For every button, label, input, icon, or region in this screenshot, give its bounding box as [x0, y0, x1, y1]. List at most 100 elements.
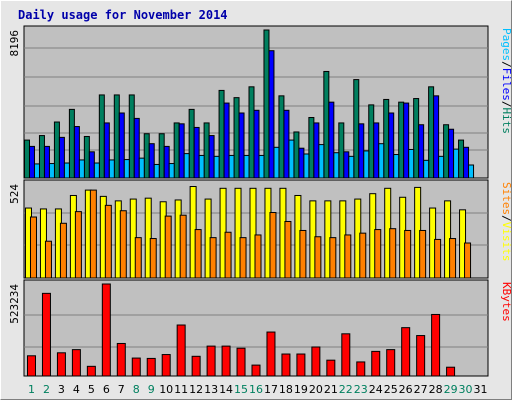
bar-kbytes-day-3	[56, 352, 66, 377]
x-tick-label: 17	[264, 383, 278, 396]
bar-pages-day-14	[228, 154, 235, 179]
bar-hits-day-8	[128, 94, 135, 179]
x-tick-label: 4	[73, 383, 80, 396]
bar-hits-day-23	[353, 79, 360, 179]
bar-files-day-18	[283, 109, 290, 179]
x-tick-label: 24	[369, 383, 383, 396]
bar-kbytes-day-9	[146, 357, 156, 377]
bar-sites-day-19	[299, 229, 307, 279]
bar-sites-day-6	[104, 204, 112, 279]
bar-files-day-30	[463, 146, 470, 179]
bar-kbytes-day-23	[356, 361, 366, 377]
bar-hits-day-29	[443, 124, 450, 179]
bar-pages-day-12	[198, 154, 205, 179]
bar-hits-day-3	[53, 121, 60, 179]
bar-hits-day-26	[398, 101, 405, 179]
bar-sites-day-23	[359, 232, 367, 279]
bar-pages-day-11	[183, 153, 190, 179]
bar-sites-day-30	[464, 242, 472, 279]
legend-entry-sites: Sites	[500, 182, 512, 215]
bar-hits-day-11	[173, 122, 180, 179]
bar-hits-day-7	[113, 94, 120, 179]
bar-visits-day-15	[234, 187, 242, 279]
bar-kbytes-day-10	[161, 354, 171, 377]
bar-kbytes-day-16	[251, 364, 261, 377]
bar-hits-day-22	[338, 122, 345, 179]
bar-sites-day-11	[179, 214, 187, 279]
bar-pages-day-9	[153, 163, 160, 179]
bar-kbytes-day-8	[131, 357, 141, 377]
bar-files-day-4	[73, 126, 80, 179]
bar-pages-day-25	[393, 154, 400, 179]
bar-files-day-9	[148, 143, 155, 179]
x-tick-label: 30	[459, 383, 473, 396]
bar-files-day-27	[418, 124, 425, 179]
bar-files-day-25	[388, 112, 395, 179]
bar-kbytes-day-5	[86, 365, 96, 377]
x-tick-label: 31	[474, 383, 488, 396]
bar-sites-day-17	[269, 212, 277, 279]
bar-pages-day-18	[288, 139, 295, 179]
bar-pages-day-13	[213, 155, 220, 179]
legend-visits: Sites/Visits	[500, 182, 512, 262]
bar-kbytes-day-26	[401, 327, 411, 377]
bar-pages-day-24	[378, 143, 385, 179]
bar-pages-day-7	[123, 159, 130, 179]
bar-files-day-16	[253, 109, 260, 179]
legend-separator: /	[500, 215, 512, 222]
x-tick-label: 29	[444, 383, 458, 396]
x-tick-label: 10	[159, 383, 173, 396]
bar-sites-day-7	[119, 210, 127, 279]
x-tick-label: 9	[148, 383, 155, 396]
x-tick-label: 21	[324, 383, 338, 396]
bar-kbytes-day-25	[386, 349, 396, 377]
bar-sites-day-10	[164, 215, 172, 279]
bar-sites-day-4	[74, 211, 82, 279]
legend-entry-pages: Pages	[500, 28, 512, 61]
bar-files-day-24	[373, 122, 380, 179]
bar-files-day-7	[118, 112, 125, 179]
y-max-label-visits: 524	[8, 184, 21, 204]
bar-sites-day-13	[209, 237, 217, 279]
bar-hits-day-20	[308, 117, 315, 179]
bar-hits-day-17	[263, 29, 270, 179]
bar-hits-day-4	[68, 108, 75, 179]
bar-kbytes-day-24	[371, 350, 381, 377]
bar-sites-day-16	[254, 234, 262, 279]
bar-pages-day-22	[348, 155, 355, 179]
legend-separator: /	[500, 61, 512, 68]
bar-hits-day-27	[413, 98, 420, 179]
x-tick-label: 5	[88, 383, 95, 396]
bar-files-day-19	[298, 147, 305, 179]
x-tick-label: 26	[399, 383, 413, 396]
bar-kbytes-day-29	[446, 366, 456, 377]
bar-files-day-23	[358, 123, 365, 179]
bar-pages-day-10	[168, 163, 175, 179]
bar-hits-day-5	[83, 135, 90, 179]
legend-separator: /	[500, 101, 512, 108]
bar-kbytes-day-20	[311, 346, 321, 377]
x-tick-label: 28	[429, 383, 443, 396]
bar-files-day-15	[238, 112, 245, 179]
bar-kbytes-day-18	[281, 353, 291, 377]
bar-pages-day-29	[453, 148, 460, 179]
bar-files-day-11	[178, 123, 185, 179]
bar-pages-day-30	[468, 164, 475, 179]
x-tick-label: 20	[309, 383, 323, 396]
bar-sites-day-14	[224, 231, 232, 279]
bar-files-day-26	[403, 102, 410, 179]
bar-files-day-29	[448, 128, 455, 179]
bar-files-day-10	[163, 145, 170, 179]
x-tick-label: 25	[384, 383, 398, 396]
bar-hits-day-24	[368, 104, 375, 179]
bar-pages-day-27	[423, 159, 430, 179]
bar-pages-day-2	[48, 163, 55, 179]
legend-entry-visits: Visits	[500, 222, 512, 262]
bar-sites-day-15	[239, 237, 247, 279]
bar-hits-day-10	[158, 133, 165, 179]
bar-pages-day-21	[333, 152, 340, 179]
bar-sites-day-24	[374, 229, 382, 279]
bar-files-day-2	[43, 145, 50, 179]
bar-files-day-20	[313, 122, 320, 179]
bar-kbytes-day-22	[341, 333, 351, 377]
